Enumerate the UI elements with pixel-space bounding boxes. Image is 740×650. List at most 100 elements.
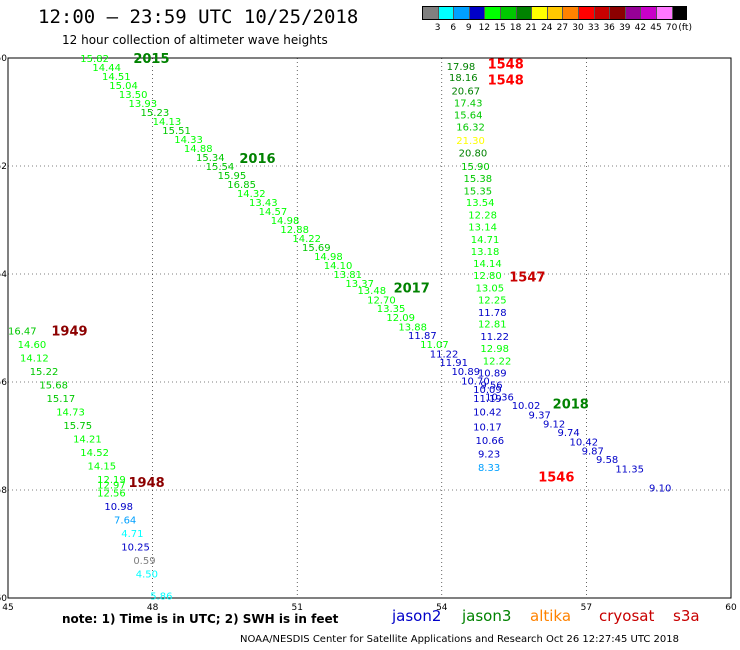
color-scale-label: 21 [525,23,537,33]
legend-cryosat: cryosat [599,607,655,625]
x-tick-label: 57 [581,603,592,613]
wave-height-value: 14.60 [18,340,47,351]
wave-height-value: 14.32 [237,189,266,200]
color-scale-label: 6 [450,23,457,33]
x-tick-label: 45 [2,603,13,613]
wave-height-value: 21.30 [456,136,485,147]
track-time-label: 1949 [51,325,87,340]
color-scale-label: 45 [650,23,662,33]
wave-height-value: 20.80 [459,149,488,160]
wave-height-value: 15.04 [109,81,138,92]
wave-height-value: 10.89 [451,367,480,378]
wave-height-value: 14.10 [324,261,353,272]
wave-height-value: 17.43 [454,98,483,109]
wave-height-value: 15.23 [141,108,170,119]
wave-height-value: 10.17 [473,422,502,433]
wave-height-value: 14.98 [314,252,343,263]
color-scale-label: 18 [509,23,522,33]
color-scale-label: 70 [665,23,678,33]
y-tick-label: -52 [0,162,7,172]
wave-height-value: 14.88 [184,144,213,155]
wave-height-value: 12.25 [478,295,507,306]
wave-height-value: 12.09 [386,313,415,324]
color-scale-swatch [671,6,688,20]
wave-height-value: 11.22 [430,349,459,360]
track-time-label: 2016 [239,152,275,167]
wave-height-value: 15.95 [218,171,247,182]
credit-line: NOAA/NESDIS Center for Satellite Applica… [240,634,679,645]
wave-height-value: 10.09 [473,385,502,396]
color-scale-label: 39 [619,23,631,33]
wave-height-value: 12.28 [468,211,497,222]
y-tick-label: -50 [0,54,7,64]
color-scale-swatch [468,6,485,20]
wave-height-value: 10.36 [485,393,514,404]
legend-jason3: jason3 [462,607,512,625]
color-scale-label: 42 [634,23,647,33]
wave-height-value: 15.35 [463,186,492,197]
color-scale-swatch [546,6,563,20]
wave-height-value: 11.22 [480,332,509,343]
wave-height-value: 11.35 [615,464,644,475]
wave-height-value: 20.67 [451,86,480,97]
wave-height-value: 14.14 [473,259,502,270]
color-scale-swatch [437,6,454,20]
wave-height-value: 14.15 [88,462,117,473]
wave-height-value: 15.64 [454,111,483,122]
color-scale-swatch [500,6,516,20]
wave-height-value: 15.38 [463,174,492,185]
wave-height-value: 14.22 [292,234,321,245]
wave-height-value: 17.98 [447,62,476,73]
wave-height-value: 9.74 [557,428,579,439]
wave-height-value: 14.52 [80,448,109,459]
wave-height-value: 13.35 [377,304,406,315]
color-scale-swatch [609,6,625,20]
wave-height-value: 5.86 [150,591,172,602]
wave-height-value: 13.93 [129,99,158,110]
color-scale-label: 24 [541,23,553,33]
wave-height-value: 15.68 [39,381,68,392]
color-scale-swatch [640,6,656,20]
color-scale-label: 33 [587,23,600,33]
wave-height-value: 14.51 [102,72,131,83]
wave-height-value: 16.47 [8,327,37,338]
wave-height-value: 14.98 [271,216,300,227]
track-time-label: 2015 [133,52,169,67]
x-tick-label: 51 [291,603,302,613]
track-time-label: 1547 [509,271,545,286]
wave-height-value: 14.12 [20,354,49,365]
wave-height-value: 10.89 [478,368,507,379]
wave-height-value: 10.42 [570,437,599,448]
wave-height-value: 10.70 [461,376,490,387]
y-tick-label: -60 [0,594,7,604]
wave-height-value: 12.88 [280,225,309,236]
y-tick-label: -58 [0,486,7,496]
color-scale-label: 15 [494,23,506,33]
color-scale-label: 12 [478,23,491,33]
color-scale-label: 9 [465,23,472,33]
color-scale-swatch [531,6,547,20]
wave-height-value: 10.98 [104,502,133,513]
wave-height-value: 12.81 [478,320,507,331]
wave-height-value: 15.90 [461,162,490,173]
color-scale-swatch [453,6,469,20]
wave-height-value: 11.87 [408,331,437,342]
color-scale-swatch [624,6,641,20]
wave-height-value: 15.51 [162,126,191,137]
wave-height-value: 14.44 [92,63,121,74]
wave-height-value: 9.87 [582,447,604,458]
footer-note: note: 1) Time is in UTC; 2) SWH is in fe… [62,612,339,626]
color-scale-swatch [515,6,532,20]
color-scale-frame [422,6,688,20]
wave-height-value: 14.33 [174,135,203,146]
wave-height-value: 13.05 [476,284,505,295]
plot-frame [7,57,732,599]
wave-height-value: 9.10 [649,483,671,494]
wave-height-value: 4.50 [136,570,158,581]
wave-height-value: 9.37 [529,410,551,421]
chart-subtitle: 12 hour collection of altimeter wave hei… [62,33,328,47]
wave-height-value: 13.18 [471,247,500,258]
track-time-label: 1548 [488,57,524,72]
color-scale-label: 3 [434,23,441,33]
